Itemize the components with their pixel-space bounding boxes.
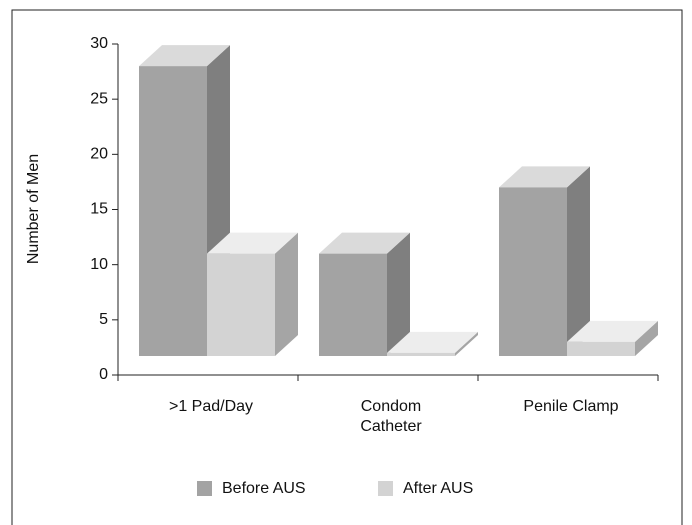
y-tick-label: 20: [90, 146, 108, 163]
legend-swatch: [197, 481, 212, 496]
bar-side: [455, 331, 478, 356]
bar-side: [387, 232, 410, 356]
bar-front: [207, 253, 275, 356]
bar: [499, 166, 590, 356]
y-tick-label: 0: [99, 366, 108, 383]
bar-front: [139, 66, 207, 357]
bar-front: [387, 352, 455, 356]
bar-top: [207, 232, 298, 254]
y-axis-label: Number of Men: [25, 154, 42, 264]
bar: [567, 320, 658, 356]
bar-top: [499, 166, 590, 188]
y-tick-label: 5: [99, 311, 108, 328]
bar: [207, 232, 298, 356]
bar-front: [319, 253, 387, 356]
bar-top: [387, 331, 478, 353]
bar: [387, 331, 478, 356]
x-tick-label: >1 Pad/Day: [168, 398, 254, 415]
y-tick-label: 15: [90, 201, 108, 218]
bar-top: [319, 232, 410, 254]
bar-front: [499, 187, 567, 356]
y-tick-label: 30: [90, 35, 108, 52]
y-tick-label: 25: [90, 90, 108, 107]
x-tick-label: Penile Clamp: [523, 398, 619, 415]
x-tick-label: Condom Catheter: [360, 398, 422, 435]
bar: [319, 232, 410, 356]
bar-top: [139, 45, 230, 67]
y-tick-label: 10: [90, 256, 108, 273]
bar-side: [275, 232, 298, 356]
bar-top: [567, 320, 658, 342]
bar-front: [567, 341, 635, 356]
legend-label: After AUS: [403, 480, 473, 497]
legend-label: Before AUS: [222, 480, 306, 497]
bar-side: [567, 166, 590, 356]
legend-swatch: [378, 481, 393, 496]
bar-side: [635, 320, 658, 356]
frame: [11, 9, 683, 525]
